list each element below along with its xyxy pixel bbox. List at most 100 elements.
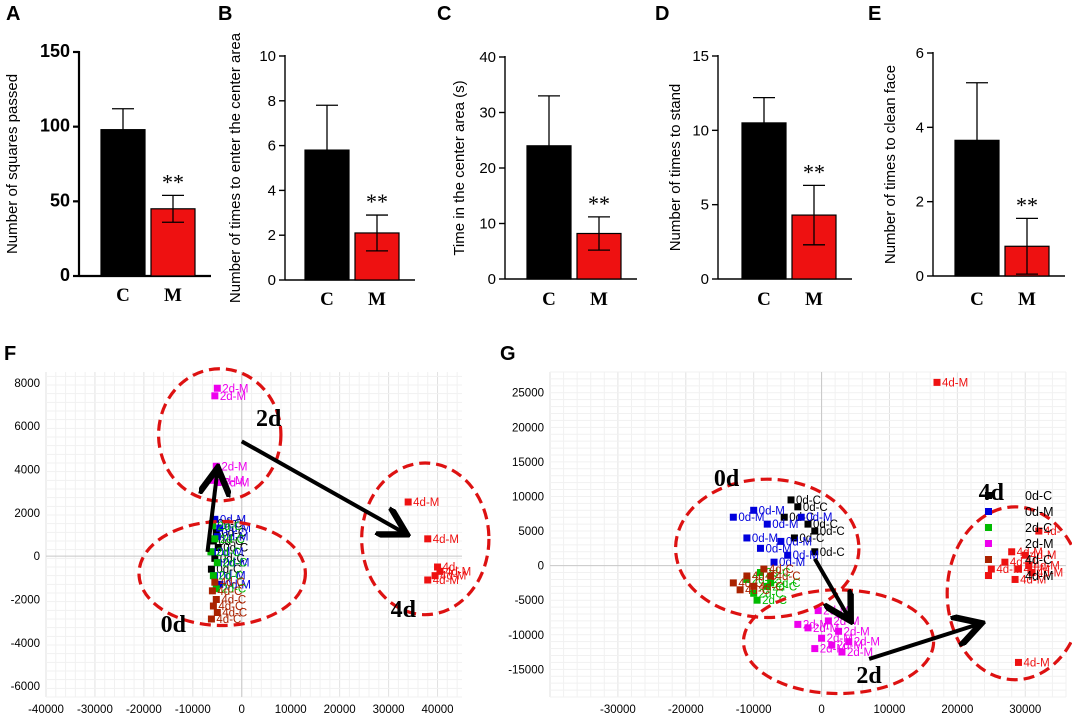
category-label: C xyxy=(116,285,130,306)
y-tick-label: 15 xyxy=(692,48,709,65)
point-label: 0d-M xyxy=(217,547,243,559)
legend-label: 4d-M xyxy=(1025,569,1053,583)
x-tick-label: -40000 xyxy=(28,704,64,716)
data-point xyxy=(763,520,771,528)
point-label: 2d-C xyxy=(222,558,247,570)
data-point xyxy=(216,580,224,588)
point-label: 2d-C xyxy=(221,584,246,596)
x-tick-label: -10000 xyxy=(736,704,772,716)
data-point xyxy=(212,462,220,470)
data-point xyxy=(987,565,995,573)
data-point xyxy=(828,641,836,649)
point-label: 0d-M xyxy=(225,523,251,535)
point-label: 4d-C xyxy=(216,614,241,626)
trajectory-arrow xyxy=(240,439,404,532)
data-point xyxy=(213,559,221,567)
category-label: C xyxy=(320,289,334,310)
point-label: 2d-C xyxy=(216,547,241,559)
y-tick-label: 10 xyxy=(479,216,496,233)
point-label: 2d-M xyxy=(844,626,870,638)
point-label: 2d-C xyxy=(759,588,784,600)
x-tick-label: -20000 xyxy=(126,704,162,716)
point-label: 4d-C xyxy=(221,595,246,607)
x-tick-label: 10000 xyxy=(275,704,307,716)
point-label: 2d-M xyxy=(220,391,246,403)
y-tick-label: 20 xyxy=(479,160,496,177)
point-label: 0d-M xyxy=(806,512,832,524)
category-label: C xyxy=(542,289,556,310)
legend: 0d-C0d-M2d-C2d-M4d-C4d-M xyxy=(985,489,1053,583)
data-point xyxy=(794,503,802,511)
y-tick-label: 4000 xyxy=(14,465,40,477)
trajectory-arrow xyxy=(868,624,978,661)
data-point xyxy=(729,579,737,587)
y-tick-label: 25000 xyxy=(512,388,544,400)
point-label: 2d-M xyxy=(222,383,248,395)
x-tick-label: 10000 xyxy=(873,704,905,716)
data-point xyxy=(436,567,444,575)
data-point xyxy=(756,544,764,552)
data-point xyxy=(1028,569,1036,577)
x-tick-label: 0 xyxy=(239,704,245,716)
trajectory-arrow xyxy=(813,557,849,618)
group-ellipse-4d xyxy=(945,505,1072,682)
y-tick-label: -6000 xyxy=(11,681,40,693)
series-4d-M: 4d-M4d-4d-M4d-M4d-M4d-M4d-M4d-M4d-M4d-M4… xyxy=(933,377,1063,669)
point-label: 0d-M xyxy=(223,558,249,570)
group-ellipse-0d xyxy=(674,477,861,620)
significance-marker: ** xyxy=(588,191,610,216)
legend-label: 2d-C xyxy=(1025,521,1052,535)
legend-swatch xyxy=(985,492,992,499)
point-label: 2d-C xyxy=(218,571,243,583)
data-point xyxy=(750,582,758,590)
point-label: 0d-C xyxy=(820,547,845,559)
bar-panel-e: E 0 2 4 6 Number of times to clean face C M ** xyxy=(868,3,1065,310)
data-point xyxy=(431,572,439,580)
y-tick-label: 2 xyxy=(268,227,276,244)
point-label: 2d-C xyxy=(762,595,787,607)
legend-swatch xyxy=(985,524,992,531)
data-point xyxy=(770,558,778,566)
x-tick-label: 0 xyxy=(818,704,824,716)
point-label: 0d-M xyxy=(779,557,805,569)
x-tick-label: 20000 xyxy=(324,704,356,716)
point-label: 2d-C xyxy=(776,578,801,590)
legend-label: 4d-C xyxy=(1025,553,1052,567)
data-point xyxy=(845,638,853,646)
pca-panel-f: F-40000 -30000 -20000 -10000 0 10000 20000 3000… xyxy=(4,343,491,716)
y-tick-label: 5 xyxy=(701,197,709,214)
y-tick-label: 0 xyxy=(34,551,40,563)
y-tick-label: 100 xyxy=(40,116,70,136)
point-label: 2d-M xyxy=(803,619,829,631)
data-point xyxy=(214,544,222,551)
data-point xyxy=(760,565,768,573)
data-point xyxy=(213,384,221,392)
data-point xyxy=(211,392,219,400)
data-point xyxy=(804,624,812,632)
point-label: 4d-C xyxy=(769,564,794,576)
data-point xyxy=(797,513,805,521)
y-tick-label: 6000 xyxy=(14,421,40,433)
x-tick-label: 30000 xyxy=(1009,704,1041,716)
significance-marker: ** xyxy=(366,189,388,214)
category-label: M xyxy=(805,289,823,310)
data-point xyxy=(404,498,412,506)
y-tick-label: 6 xyxy=(916,45,924,62)
data-point xyxy=(811,527,819,535)
data-point xyxy=(424,535,432,543)
panel-letter: D xyxy=(655,3,669,25)
x-tick-label: -10000 xyxy=(175,704,211,716)
point-label: 2d-M xyxy=(854,637,880,649)
point-label: 4d-M xyxy=(1023,657,1049,669)
data-point xyxy=(818,634,826,642)
y-tick-label: 0 xyxy=(916,268,924,285)
group-label: 0d xyxy=(714,466,740,492)
y-tick-label: 0 xyxy=(488,271,496,288)
point-label: 4d-C xyxy=(759,581,784,593)
point-label: 0d-C xyxy=(799,533,824,545)
point-label: 4d-M xyxy=(440,571,466,583)
y-tick-label: 8 xyxy=(268,93,276,110)
data-point xyxy=(212,585,220,593)
data-point xyxy=(434,563,442,571)
y-tick-label: 5000 xyxy=(518,526,544,538)
